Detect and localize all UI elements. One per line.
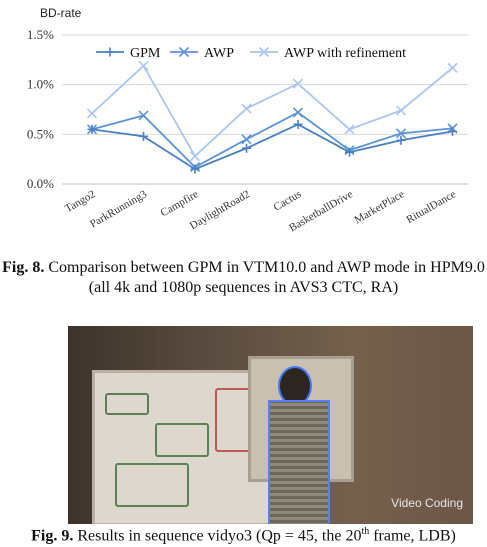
presenter-head bbox=[278, 366, 312, 406]
figure-9-tail: frame, LDB) bbox=[369, 527, 456, 545]
video-frame-image: Video Coding bbox=[68, 326, 473, 524]
data-point bbox=[241, 103, 252, 114]
legend-label: AWP with refinement bbox=[284, 46, 406, 61]
figure-8-text: Comparison between GPM in VTM10.0 and AW… bbox=[44, 259, 485, 296]
series-line-awp-with-refinement bbox=[91, 64, 454, 158]
presenter-shirt bbox=[268, 400, 330, 524]
x-tick-label: RitualDance bbox=[404, 188, 458, 226]
legend-marker bbox=[178, 46, 190, 58]
series-line-awp bbox=[91, 111, 453, 169]
y-tick-label: 1.0% bbox=[27, 77, 54, 92]
whiteboard-drawing bbox=[105, 393, 149, 415]
legend-label: GPM bbox=[130, 46, 161, 61]
whiteboard-drawing bbox=[155, 423, 209, 457]
y-axis-label: BD-rate bbox=[40, 6, 82, 20]
data-point bbox=[292, 78, 304, 89]
figure-9-text: Results in sequence vidyo3 (Qp = 45, the… bbox=[73, 527, 362, 545]
data-point bbox=[395, 128, 407, 139]
data-point bbox=[395, 105, 407, 116]
figure-8-label: Fig. 8. bbox=[2, 259, 45, 276]
x-tick-label: MarketPlace bbox=[352, 188, 406, 226]
figure-9-caption: Fig. 9. Results in sequence vidyo3 (Qp =… bbox=[0, 522, 487, 546]
y-tick-label: 1.5% bbox=[27, 27, 54, 42]
data-point bbox=[344, 124, 355, 135]
data-point bbox=[138, 60, 149, 71]
data-point bbox=[189, 151, 201, 162]
whiteboard-drawing bbox=[115, 463, 189, 507]
legend-marker bbox=[258, 46, 270, 58]
data-point bbox=[447, 62, 458, 73]
data-point bbox=[138, 110, 149, 121]
y-tick-label: 0.5% bbox=[27, 126, 54, 141]
x-tick-label: ParkRunning3 bbox=[88, 188, 149, 230]
x-tick-label: Campfire bbox=[159, 188, 201, 219]
data-point bbox=[86, 108, 98, 119]
presenter bbox=[268, 366, 330, 524]
x-tick-label: Cactus bbox=[272, 188, 304, 213]
figure-9-label: Fig. 9. bbox=[31, 527, 74, 545]
series-line-gpm bbox=[91, 123, 453, 171]
y-tick-label: 0.0% bbox=[27, 176, 54, 191]
data-point bbox=[241, 134, 252, 145]
data-point bbox=[292, 107, 304, 118]
legend-label: AWP bbox=[204, 46, 234, 61]
x-tick-label: Tango2 bbox=[63, 188, 97, 215]
figure-9-superscript: th bbox=[361, 526, 370, 537]
figure-8-caption: Fig. 8. Comparison between GPM in VTM10.… bbox=[0, 258, 487, 298]
watermark: Video Coding bbox=[391, 496, 463, 510]
